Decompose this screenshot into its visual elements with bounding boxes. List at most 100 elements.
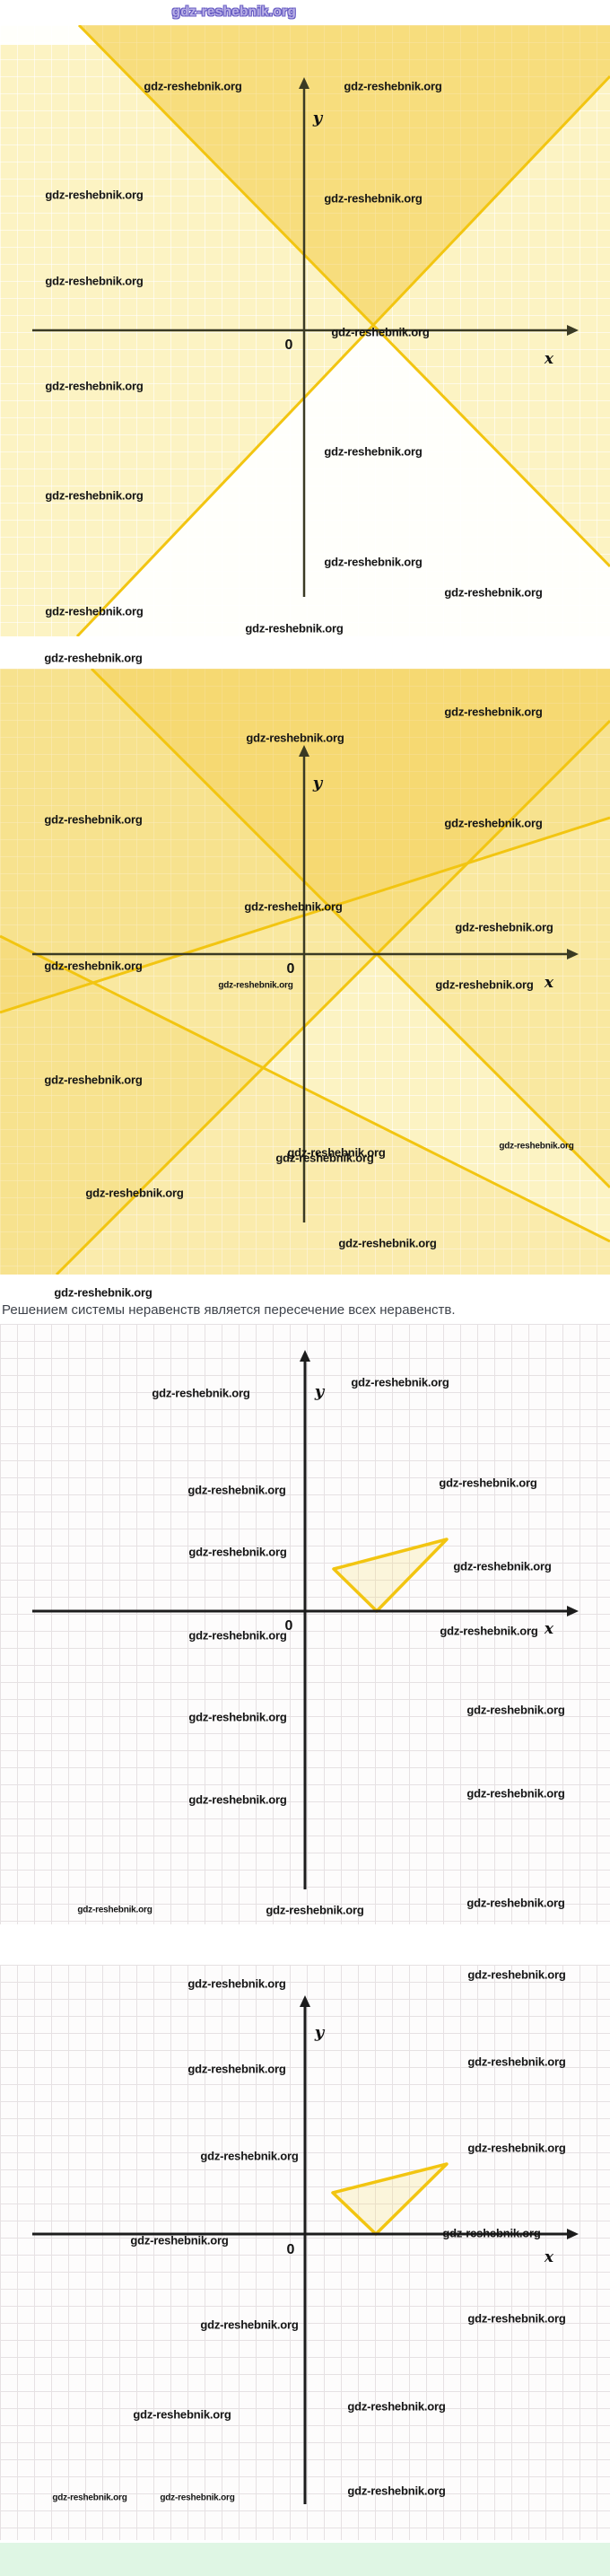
- watermark: gdz-reshebnik.org: [324, 444, 423, 459]
- watermark: gdz-reshebnik.org: [466, 1786, 565, 1801]
- x-axis-label: x: [544, 2248, 554, 2266]
- watermark: gdz-reshebnik.org: [187, 2062, 286, 2076]
- watermark: gdz-reshebnik.org: [499, 1141, 574, 1152]
- watermark: gdz-reshebnik.org: [444, 585, 543, 600]
- watermark: gdz-reshebnik.org: [45, 379, 144, 393]
- watermark: gdz-reshebnik.org: [440, 1624, 538, 1638]
- origin-label: 0: [287, 2242, 295, 2257]
- solution-triangle: [331, 2162, 449, 2236]
- watermark: gdz-reshebnik.org: [287, 1145, 386, 1160]
- watermark: gdz-reshebnik.org: [44, 651, 143, 665]
- x-axis-arrow-icon: [567, 325, 579, 336]
- unshaded-region: [77, 325, 610, 636]
- y-axis-label: y: [312, 109, 324, 127]
- watermark: gdz-reshebnik.org: [200, 2318, 299, 2332]
- y-axis-arrow-icon: [299, 77, 309, 89]
- watermark: gdz-reshebnik.org: [467, 2055, 566, 2069]
- y-axis-label: y: [314, 2023, 326, 2042]
- plot-2-canvas: 0 x y: [0, 669, 610, 1275]
- solution-note: Решением системы неравенств является пер…: [2, 1302, 456, 1318]
- plot-1: 0 x y gdz-reshebnik.org gdz-reshebnik.org gdz…: [0, 25, 610, 636]
- watermark: gdz-reshebnik.org: [45, 488, 144, 503]
- watermark: gdz-reshebnik.org: [44, 812, 143, 827]
- unshaded-region: [0, 25, 99, 45]
- watermark: gdz-reshebnik.org: [45, 604, 144, 618]
- watermark: gdz-reshebnik.org: [275, 1151, 374, 1165]
- watermark: gdz-reshebnik.org: [45, 274, 144, 288]
- watermark: gdz-reshebnik.org: [52, 2493, 127, 2503]
- boundary-line: [90, 669, 610, 1189]
- watermark: gdz-reshebnik.org: [45, 188, 144, 202]
- y-axis-arrow-icon: [300, 1350, 310, 1362]
- y-axis-arrow-icon: [300, 1995, 310, 2007]
- watermark: gdz-reshebnik.org: [144, 79, 242, 93]
- y-axis-label: y: [314, 1382, 326, 1401]
- plot-4: 0 x y gdz-reshebnik.org gdz-reshebnik.org gdz…: [0, 1965, 610, 2540]
- watermark: gdz-reshebnik.org: [187, 1976, 286, 1991]
- x-axis-arrow-icon: [567, 949, 579, 959]
- watermark: gdz-reshebnik.org: [188, 1545, 287, 1559]
- watermark: gdz-reshebnik.org: [444, 705, 543, 719]
- plot-4-canvas: 0 x y: [32, 1995, 579, 2504]
- watermark: gdz-reshebnik.org: [266, 1903, 364, 1917]
- plot-3-canvas: 0 x y: [32, 1350, 579, 1889]
- x-axis-arrow-icon: [567, 2229, 579, 2239]
- watermark: gdz-reshebnik.org: [54, 1285, 152, 1300]
- watermark: gdz-reshebnik.org: [453, 1559, 552, 1573]
- origin-label: 0: [285, 337, 293, 353]
- watermark: gdz-reshebnik.org: [344, 79, 442, 93]
- footer-band: [0, 2543, 610, 2576]
- watermark: gdz-reshebnik.org: [245, 621, 344, 635]
- watermark: gdz-reshebnik.org: [200, 2149, 299, 2163]
- boundary-line: [75, 74, 610, 636]
- watermark: gdz-reshebnik.org: [130, 2233, 229, 2247]
- watermark: gdz-reshebnik.org: [44, 959, 143, 973]
- shaded-region: [0, 669, 377, 1275]
- watermark: gdz-reshebnik.org: [467, 2141, 566, 2155]
- watermark: gdz-reshebnik.org: [331, 325, 430, 339]
- watermark: gdz-reshebnik.org: [246, 731, 344, 745]
- shaded-region: [79, 25, 610, 325]
- x-axis-label: x: [544, 974, 554, 992]
- watermark: gdz-reshebnik.org: [466, 1896, 565, 1910]
- watermark: gdz-reshebnik.org: [85, 1186, 184, 1200]
- origin-label: 0: [287, 961, 295, 977]
- plot-3: 0 x y gdz-reshebnik.org gdz-reshebnik.org gdz…: [0, 1324, 610, 1924]
- watermark: gdz-reshebnik.org: [347, 2484, 446, 2498]
- watermark: gdz-reshebnik.org: [188, 1710, 287, 1724]
- watermark: gdz-reshebnik.org: [152, 1386, 250, 1400]
- watermark: gdz-reshebnik.org: [435, 977, 534, 992]
- watermark: gdz-reshebnik.org: [187, 1483, 286, 1497]
- plot-1-canvas: 0 x y: [0, 25, 610, 636]
- x-axis-label: x: [544, 1620, 554, 1638]
- watermark: gdz-reshebnik.org: [188, 1628, 287, 1643]
- y-axis-label: y: [312, 774, 324, 793]
- watermark: gdz-reshebnik.org: [338, 1236, 437, 1250]
- site-watermark-header: gdz-reshebnik.org: [171, 4, 297, 20]
- shaded-region: [92, 669, 610, 954]
- watermark: gdz-reshebnik.org: [218, 980, 293, 991]
- watermark: gdz-reshebnik.org: [133, 2407, 231, 2422]
- watermark: gdz-reshebnik.org: [44, 1073, 143, 1087]
- watermark: gdz-reshebnik.org: [455, 920, 553, 934]
- watermark: gdz-reshebnik.org: [351, 1375, 449, 1389]
- watermark: gdz-reshebnik.org: [444, 816, 543, 830]
- watermark: gdz-reshebnik.org: [160, 2493, 235, 2503]
- boundary-line: [77, 25, 610, 568]
- watermark: gdz-reshebnik.org: [188, 1792, 287, 1807]
- x-axis-arrow-icon: [567, 1606, 579, 1617]
- watermark: gdz-reshebnik.org: [77, 1905, 152, 1915]
- plot-2: 0 x y gdz-reshebnik.org gdz-reshebnik.org gdz…: [0, 669, 610, 1275]
- watermark: gdz-reshebnik.org: [324, 555, 423, 569]
- shaded-region: [79, 25, 610, 325]
- x-axis-label: x: [544, 350, 554, 368]
- watermark: gdz-reshebnik.org: [466, 1703, 565, 1717]
- watermark: gdz-reshebnik.org: [347, 2399, 446, 2414]
- boundary-line: [55, 719, 610, 1275]
- watermark: gdz-reshebnik.org: [244, 899, 343, 914]
- watermark: gdz-reshebnik.org: [467, 2311, 566, 2326]
- solution-triangle: [332, 1538, 449, 1613]
- y-axis-arrow-icon: [299, 745, 309, 757]
- shaded-region: [92, 669, 610, 954]
